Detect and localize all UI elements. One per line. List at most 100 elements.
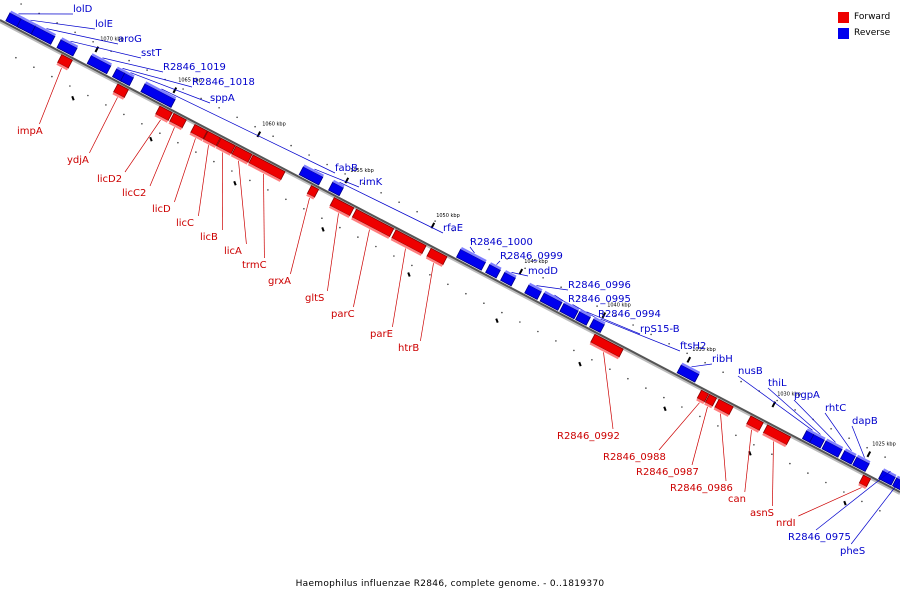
gene-trmc-label[interactable]: trmC [242, 260, 267, 271]
gene-asns-box[interactable] [762, 424, 792, 448]
gene-modd-box[interactable] [500, 270, 517, 287]
gene-r2846-0986-box[interactable] [713, 398, 734, 417]
gene-dapb-label[interactable]: dapB [852, 416, 878, 427]
gene-sppa-box[interactable] [119, 70, 135, 87]
gene-glts-box[interactable] [329, 197, 355, 218]
gene-rfae-label[interactable]: rfaE [443, 223, 463, 234]
gene-r2846-0975-label[interactable]: R2846_0975 [788, 532, 851, 543]
gene-fabb-box[interactable] [140, 81, 177, 108]
gene-arog-label[interactable]: aroG [118, 34, 142, 45]
kbp-label: 1035 kbp [692, 347, 716, 353]
minor-tick-dot [794, 409, 796, 411]
gene-sppa-label[interactable]: sppA [210, 93, 235, 104]
gene-rps15-b-label[interactable]: rpS15-B [640, 324, 680, 335]
minor-tick-dot [123, 113, 125, 116]
gene-lold-label[interactable]: lolD [73, 4, 93, 15]
kbp-tick-lower [71, 95, 75, 101]
gene-r2846-0995-label[interactable]: R2846_0995 [568, 294, 631, 305]
gene-sstt-box[interactable] [56, 37, 79, 57]
gene-r2846-0994-box[interactable] [559, 301, 580, 320]
gene-lole-label[interactable]: lolE [95, 19, 113, 30]
gene-can-box[interactable] [745, 415, 764, 433]
gene-nrdi-label[interactable]: nrdI [776, 518, 796, 529]
gene-pgpa-label[interactable]: pgpA [794, 390, 820, 401]
gene-r2846-0994-label[interactable]: R2846_0994 [598, 309, 661, 320]
kbp-tick [601, 312, 607, 319]
gene-ribh-box[interactable] [676, 362, 701, 383]
gene-r2846-0999-label[interactable]: R2846_0999 [500, 251, 563, 262]
gene-licd-box[interactable] [189, 123, 208, 142]
gene-ftsh2-label[interactable]: ftsH2 [680, 341, 706, 352]
gene-pgpa-box[interactable] [821, 438, 844, 458]
gene-r2846-1019-box[interactable] [86, 53, 112, 75]
gene-r2846-0987-label[interactable]: R2846_0987 [636, 467, 699, 478]
gene-rimk-box[interactable] [298, 164, 324, 186]
gene-grxa-label[interactable]: grxA [268, 276, 291, 287]
gene-phes-box[interactable] [891, 475, 900, 491]
gene-r2846-0996-box[interactable] [524, 282, 543, 300]
gene-fabb-label[interactable]: fabB [335, 163, 358, 174]
gene-rps15-b-box[interactable] [575, 309, 592, 326]
gene-arog-box[interactable] [30, 23, 56, 45]
gene-lica-box[interactable] [230, 145, 253, 165]
minor-tick-dot [776, 399, 778, 402]
gene-thil-label[interactable]: thiL [768, 378, 787, 389]
gene-licc-box[interactable] [202, 130, 221, 148]
gene-licb-label[interactable]: licB [200, 232, 218, 243]
gene-r2846-0986-label[interactable]: R2846_0986 [670, 483, 733, 494]
gene-pare-label[interactable]: parE [370, 329, 393, 340]
gene-can-label[interactable]: can [728, 494, 746, 505]
gene-impa-label[interactable]: impA [17, 126, 43, 137]
gene-r2846-0999-box[interactable] [485, 262, 502, 279]
gene-r2846-0996-label[interactable]: R2846_0996 [568, 280, 631, 291]
gene-ydja-box[interactable] [112, 83, 129, 100]
minor-tick-dot [236, 116, 238, 119]
gene-r2846-0988-label[interactable]: R2846_0988 [603, 452, 666, 463]
gene-licd-label[interactable]: licD [152, 204, 171, 215]
gene-licc2-label[interactable]: licC2 [122, 188, 146, 199]
gene-dapb-box[interactable] [852, 454, 871, 473]
gene-parc-label[interactable]: parC [331, 309, 355, 320]
gene-asns-label[interactable]: asnS [750, 508, 774, 519]
gene-nusb-label[interactable]: nusB [738, 366, 763, 377]
gene-r2846-0992-box[interactable] [589, 333, 624, 360]
gene-parc-box[interactable] [351, 208, 395, 239]
gene-ftsh2-box[interactable] [589, 316, 606, 334]
gene-glts-label[interactable]: gltS [305, 293, 324, 304]
gene-htrb-box[interactable] [425, 247, 448, 267]
gene-nrdi-box[interactable] [858, 474, 872, 489]
gene-r2846-1018-label[interactable]: R2846_1018 [192, 77, 255, 88]
gene-licd2-box[interactable] [154, 105, 173, 123]
gene-trmc-box[interactable] [247, 154, 286, 182]
gene-htrb-label[interactable]: htrB [398, 343, 419, 354]
minor-tick-dot [195, 151, 197, 153]
gene-pare-box[interactable] [390, 229, 427, 256]
gene-r2846-0995-box[interactable] [539, 290, 564, 311]
gene-ribh-label[interactable]: ribH [712, 354, 733, 365]
gene-licc2-box[interactable] [168, 112, 187, 131]
gene-thil-box[interactable] [809, 432, 826, 449]
gene-grxa-box[interactable] [306, 185, 320, 200]
gene-r2846-1000-box[interactable] [455, 247, 487, 271]
gene-ydja-label[interactable]: ydjA [67, 155, 89, 166]
gene-rhtc-label[interactable]: rhtC [825, 403, 846, 414]
gene-phes-label[interactable]: pheS [840, 546, 865, 557]
gene-rimk-label[interactable]: rimK [359, 177, 383, 188]
gene-rfae-box[interactable] [328, 179, 345, 197]
gene-licb-box[interactable] [215, 137, 236, 156]
gene-modd-label[interactable]: modD [528, 266, 558, 277]
gene-lica-label[interactable]: licA [224, 246, 242, 257]
gene-licd2-label[interactable]: licD2 [97, 174, 122, 185]
gene-r2846-0987-box[interactable] [704, 393, 718, 409]
gene-impa-box[interactable] [56, 54, 73, 71]
gene-licc-label[interactable]: licC [176, 218, 194, 229]
gene-r2846-0975-box[interactable] [878, 468, 897, 486]
gene-r2846-1000-label[interactable]: R2846_1000 [470, 237, 533, 248]
gene-rhtc-box[interactable] [840, 448, 857, 465]
gene-r2846-1019-label[interactable]: R2846_1019 [163, 62, 226, 73]
gene-r2846-0988-box[interactable] [696, 389, 710, 405]
gene-grxa-leader [290, 198, 310, 275]
gene-sstt-label[interactable]: sstT [141, 48, 162, 59]
minor-tick-dot [861, 500, 863, 503]
gene-r2846-0992-label[interactable]: R2846_0992 [557, 431, 620, 442]
